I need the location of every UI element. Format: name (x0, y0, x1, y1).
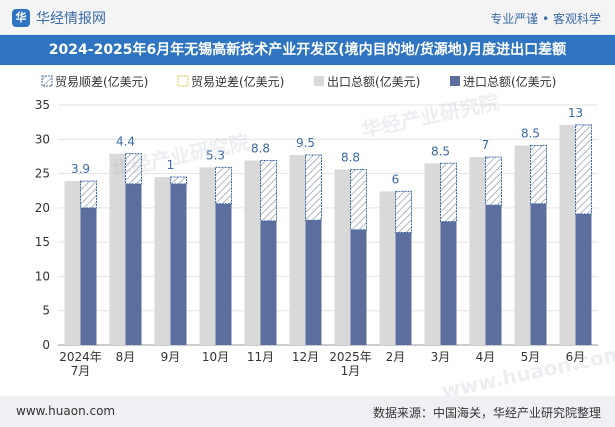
import-bar (260, 220, 277, 345)
data-label: 8.8 (341, 150, 360, 164)
y-tick-label: 15 (35, 235, 50, 249)
trade-surplus-bar (485, 156, 502, 206)
y-tick-label: 30 (35, 132, 50, 146)
y-tick-label: 35 (35, 98, 50, 112)
y-tick-label: 25 (35, 167, 50, 181)
x-tick-label: 2024年 (59, 350, 102, 364)
brand-name: 华经情报网 (36, 11, 106, 27)
export-bar (334, 169, 351, 345)
data-label: 3.9 (71, 162, 90, 176)
data-label: 8.5 (521, 126, 540, 140)
y-tick-label: 10 (35, 269, 50, 283)
x-tick-label: 9月 (161, 350, 181, 364)
trade-surplus-bar (350, 168, 367, 231)
y-tick-label: 0 (42, 338, 50, 352)
trade-surplus-bar (395, 190, 412, 234)
legend-label: 贸易顺差(亿美元) (55, 74, 148, 89)
data-label: 8.5 (431, 144, 450, 158)
export-bar (424, 163, 441, 345)
import-bar (485, 205, 502, 345)
export-bar (559, 124, 576, 345)
brand-logo-icon: 华 (12, 9, 30, 27)
legend-swatch (41, 75, 53, 87)
x-tick-label: 2月 (386, 350, 406, 364)
x-tick-label: 3月 (431, 350, 451, 364)
legend-swatch (314, 76, 324, 86)
data-label: 8.8 (251, 142, 270, 156)
data-label: 7 (482, 138, 490, 152)
export-bar (469, 157, 486, 345)
trade-surplus-bar (575, 124, 592, 215)
footer-site: www.huaon.com (16, 404, 116, 418)
x-tick-label: 10月 (202, 350, 229, 364)
x-tick-label: 6月 (566, 350, 586, 364)
trade-surplus-bar (305, 154, 322, 221)
data-label: 5.3 (206, 148, 225, 162)
trade-surplus-bar (260, 160, 277, 222)
data-label: 1 (167, 158, 175, 172)
trade-surplus-bar (440, 162, 457, 223)
trade-surplus-bar (125, 153, 142, 185)
x-tick-label: 4月 (476, 350, 496, 364)
import-bar (215, 203, 232, 345)
x-tick-label: 11月 (247, 350, 274, 364)
x-tick-label: 1月 (341, 364, 361, 378)
legend-swatch (177, 75, 189, 87)
export-bar (514, 145, 531, 345)
export-bar (244, 160, 261, 345)
chart-title: 2024-2025年6月年无锡高新技术产业开发区(境内目的地/货源地)月度进出口… (0, 35, 615, 65)
trade-surplus-bar (80, 180, 97, 209)
footer-source: 数据来源：中国海关，华经产业研究院整理 (372, 406, 601, 420)
data-label: 6 (392, 172, 400, 186)
footer: www.huaon.com 数据来源：中国海关，华经产业研究院整理 (0, 396, 615, 427)
trade-surplus-bar (170, 176, 187, 185)
y-tick-label: 5 (42, 304, 50, 318)
x-tick-label: 5月 (521, 350, 541, 364)
import-bar (80, 207, 97, 345)
legend-label: 出口总额(亿美元) (327, 74, 420, 89)
export-bar (109, 153, 126, 345)
brand: 华 华经情报网 (12, 8, 106, 28)
legend-swatch (450, 76, 460, 86)
import-bar (440, 221, 457, 345)
trade-surplus-bar (530, 144, 547, 205)
legend-label: 贸易逆差(亿美元) (191, 74, 284, 89)
trade-surplus-bar (215, 166, 232, 205)
export-bar (289, 155, 306, 345)
data-label: 9.5 (296, 136, 315, 150)
x-tick-label: 8月 (116, 350, 136, 364)
top-bar: 华 华经情报网 专业严谨 • 客观科学 (0, 0, 615, 35)
export-bar (154, 177, 171, 345)
export-bar (199, 167, 216, 345)
export-bar (379, 191, 396, 345)
import-bar (575, 214, 592, 345)
legend-label: 进口总额(亿美元) (463, 74, 556, 89)
import-bar (350, 229, 367, 345)
import-bar (395, 232, 412, 345)
export-bar (64, 181, 81, 345)
x-tick-label: 12月 (292, 350, 319, 364)
import-bar (170, 183, 187, 345)
import-bar (125, 183, 142, 345)
x-tick-label: 7月 (71, 364, 91, 378)
data-label: 4.4 (116, 135, 135, 149)
import-bar (305, 220, 322, 345)
data-label: 13 (568, 106, 583, 120)
tagline: 专业严谨 • 客观科学 (490, 12, 601, 26)
y-tick-label: 20 (35, 201, 50, 215)
x-tick-label: 2025年 (329, 350, 372, 364)
chart-svg: 0 5 10 15 20 25 30 35 贸易顺差(亿美元) 贸易逆差(亿美元) 出口总额(亿美元… (35, 74, 598, 378)
import-bar (530, 203, 547, 345)
